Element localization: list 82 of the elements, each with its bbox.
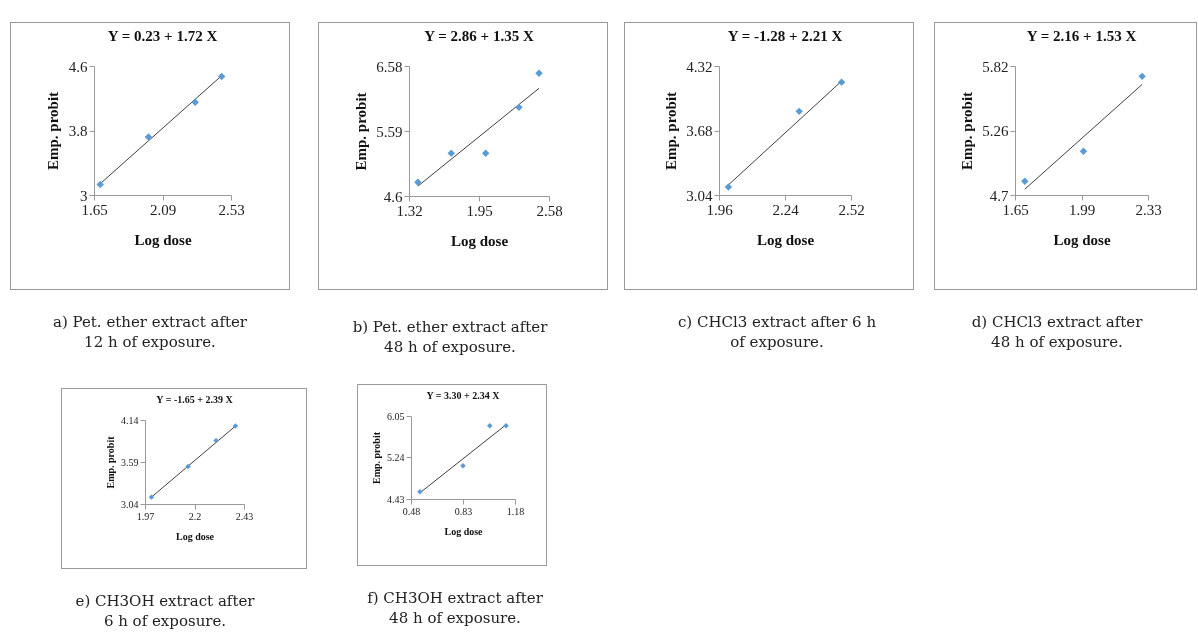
x-axis-title: Log dose (134, 231, 192, 248)
point (724, 183, 733, 191)
y-tick-label: 6.05 (386, 410, 404, 422)
point (191, 98, 199, 106)
chart-title: Y = 0.23 + 1.72 X (107, 28, 218, 44)
x-tick-label: 1.96 (706, 201, 734, 218)
text: d) CHCl3 extract after 48 h of exposure. (970, 313, 1144, 352)
x-tick-label: 2.09 (149, 201, 177, 218)
x-tick-label: 2.2 (188, 510, 202, 522)
point (148, 494, 155, 500)
point (144, 133, 153, 141)
y-tick-label: 4.14 (121, 414, 139, 426)
x-tick-label: 2.53 (218, 201, 245, 218)
x-tick-label: 2.58 (536, 202, 563, 219)
text: b) Pet. ether extract after 48 h of exposure. (351, 318, 549, 357)
point (213, 437, 219, 444)
chart-title: Y = 2.16 + 1.53 X (1026, 28, 1137, 44)
y-tick-label: 3.59 (121, 456, 139, 468)
point (447, 149, 455, 158)
y-tick-label: 3 (80, 187, 88, 204)
y-tick-label: 3.04 (686, 187, 713, 204)
x-tick-label: 2.52 (838, 201, 865, 218)
point (416, 489, 423, 495)
point (481, 149, 490, 158)
text: c) CHCl3 extract after 6 h of exposure. (676, 313, 878, 352)
x-tick-label: 0.83 (454, 505, 472, 517)
y-axis-title: Emp. probit (105, 435, 116, 489)
x-axis-title: Log dose (1053, 231, 1111, 248)
point (515, 103, 523, 112)
point (414, 178, 422, 186)
x-tick-label: 2.43 (235, 510, 254, 522)
text: e) CH3OH extract after 6 h of exposure. (74, 592, 256, 631)
point (185, 463, 191, 470)
point (1138, 72, 1146, 81)
y-tick-label: 4.6 (68, 58, 88, 75)
point (795, 107, 803, 116)
y-axis-title: Emp. probit (45, 91, 62, 171)
text: f) CH3OH extract after 48 h of exposure. (366, 589, 544, 628)
chart-title: Y = 3.30 + 2.34 X (426, 390, 500, 401)
point (232, 423, 239, 429)
x-tick-label: 2.24 (772, 201, 800, 218)
x-tick-label: 1.97 (136, 510, 155, 522)
y-tick-label: 3.04 (121, 498, 139, 510)
y-tick-label: 3.8 (68, 123, 88, 139)
y-axis-title: Emp. probit (352, 92, 369, 171)
point (486, 423, 492, 429)
chart-title: Y = -1.28 + 2.21 X (727, 28, 843, 44)
chart-title: Y = 2.86 + 1.35 X (424, 28, 534, 44)
point (837, 78, 846, 86)
point (502, 423, 509, 429)
x-tick-label: 0.48 (402, 505, 420, 517)
point (1079, 147, 1088, 155)
y-tick-label: 4.32 (686, 58, 713, 75)
x-axis-title: Log dose (756, 231, 815, 248)
x-axis-title: Log dose (443, 525, 483, 537)
x-axis-title: Log dose (175, 530, 215, 542)
y-tick-label: 4.6 (383, 188, 403, 205)
point (459, 462, 466, 469)
x-tick-label: 1.65 (1002, 201, 1029, 218)
y-tick-label: 5.24 (386, 452, 404, 463)
point (96, 180, 104, 189)
x-tick-label: 1.18 (506, 505, 524, 517)
chart-title: Y = -1.65 + 2.39 X (156, 394, 234, 405)
point (1021, 177, 1029, 185)
x-tick-label: 1.32 (396, 202, 423, 219)
y-tick-label: 6.58 (376, 58, 403, 75)
y-axis-title: Emp. probit (662, 91, 679, 171)
point (217, 72, 226, 81)
x-tick-label: 2.33 (1135, 201, 1162, 218)
x-tick-label: 1.99 (1068, 201, 1096, 218)
y-tick-label: 4.43 (386, 493, 404, 505)
y-axis-title: Emp. probit (370, 431, 382, 485)
y-tick-label: 4.7 (989, 187, 1009, 204)
text: a) Pet. ether extract after 12 h of exposure. (51, 313, 249, 352)
x-tick-label: 1.95 (466, 202, 493, 219)
y-tick-label: 5.59 (376, 123, 403, 140)
y-tick-label: 5.26 (982, 123, 1009, 139)
y-tick-label: 5.82 (982, 58, 1009, 75)
y-axis-title: Emp. probit (958, 91, 975, 171)
x-tick-label: 1.65 (81, 201, 108, 218)
x-axis-title: Log dose (450, 232, 509, 249)
y-tick-label: 3.68 (686, 123, 713, 139)
